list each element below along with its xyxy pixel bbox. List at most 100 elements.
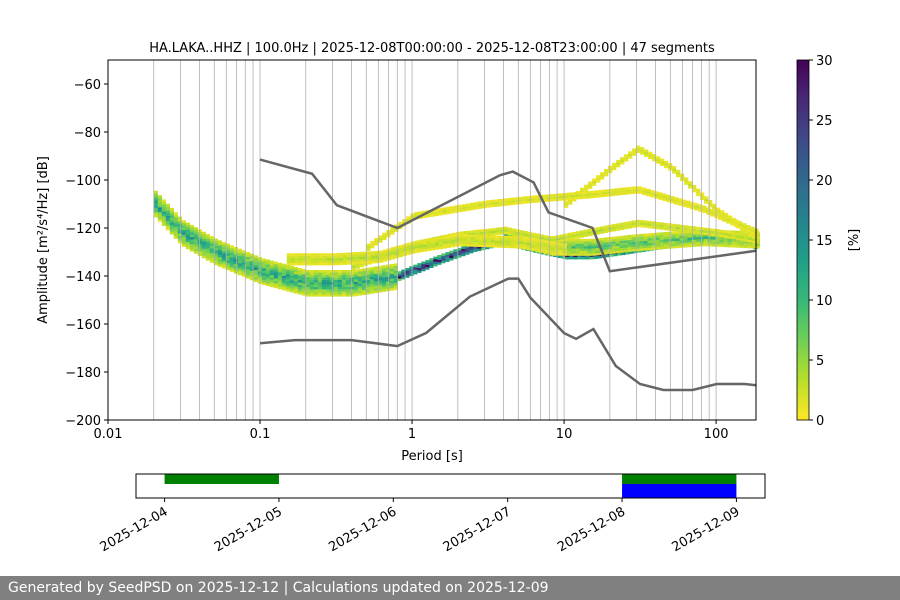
histogram-cell [378, 237, 383, 241]
histogram-cell [747, 243, 752, 246]
histogram-cell [650, 194, 655, 198]
histogram-cell [273, 273, 278, 277]
histogram-cell [377, 265, 382, 269]
histogram-cell [273, 266, 278, 269]
histogram-cell [441, 253, 446, 257]
histogram-cell [177, 223, 182, 227]
histogram-cell [317, 274, 322, 278]
histogram-cell [554, 193, 559, 197]
histogram-cell [221, 244, 226, 247]
histogram-cell [346, 262, 351, 265]
histogram-cell [434, 208, 439, 212]
histogram-cell [294, 255, 299, 259]
histogram-cell [522, 196, 527, 199]
histogram-cell [522, 237, 527, 240]
histogram-cell [221, 258, 226, 262]
histogram-cell [209, 248, 214, 251]
histogram-cell [674, 199, 679, 203]
histogram-cell [679, 233, 684, 236]
histogram-cell [534, 195, 539, 198]
histogram-cell [293, 271, 298, 275]
histogram-cell [731, 236, 736, 240]
histogram-cell [333, 272, 338, 275]
histogram-cell [735, 235, 740, 238]
histogram-cell [643, 220, 648, 223]
colorbar-segment [797, 108, 809, 112]
histogram-cell [341, 279, 346, 283]
histogram-cell [233, 263, 238, 267]
histogram-cell [293, 286, 298, 289]
histogram-cell [615, 223, 620, 226]
histogram-cell [458, 243, 463, 247]
histogram-cell [181, 237, 186, 240]
histogram-cell [290, 253, 295, 256]
histogram-cell [470, 205, 475, 208]
histogram-cell [313, 284, 318, 287]
histogram-cell [675, 243, 680, 246]
histogram-cell [337, 272, 342, 275]
histogram-cell [245, 266, 250, 269]
histogram-cell [317, 282, 322, 285]
histogram-cell [294, 262, 299, 266]
histogram-cell [579, 246, 584, 249]
histogram-cell [635, 243, 640, 247]
colorbar-segment [797, 402, 809, 406]
histogram-cell [688, 183, 693, 187]
histogram-cell [743, 234, 748, 237]
histogram-cell [302, 255, 307, 259]
histogram-cell [639, 245, 644, 249]
histogram-cell [341, 277, 346, 280]
timeline-tick-label: 2025-12-05 [212, 504, 285, 555]
histogram-cell [599, 240, 604, 243]
histogram-cell [571, 232, 576, 235]
histogram-cell [453, 256, 458, 259]
histogram-cell [539, 234, 544, 237]
histogram-cell [157, 195, 162, 198]
histogram-cell [165, 203, 170, 207]
histogram-cell [663, 246, 668, 249]
histogram-cell [617, 253, 622, 256]
histogram-cell [359, 264, 364, 268]
histogram-cell [638, 191, 643, 194]
histogram-cell [225, 243, 230, 247]
colorbar-segment [797, 333, 809, 337]
histogram-cell [647, 240, 652, 243]
histogram-cell [309, 279, 314, 283]
grid-lines [107, 60, 717, 420]
histogram-cell [523, 231, 528, 234]
histogram-cell [695, 239, 700, 242]
histogram-cell [663, 225, 668, 228]
histogram-cell [462, 236, 467, 240]
histogram-cell [599, 231, 604, 234]
histogram-cell [674, 202, 679, 205]
histogram-cell [385, 269, 390, 272]
histogram-cell [747, 237, 752, 240]
histogram-cell [597, 255, 602, 259]
histogram-cell [522, 201, 527, 204]
histogram-cell [281, 268, 286, 272]
colorbar-segment [797, 114, 809, 118]
colorbar-segment [797, 75, 809, 79]
histogram-cell [739, 233, 744, 236]
histogram-cell [217, 264, 222, 267]
histogram-cell [755, 246, 760, 249]
y-tick-label: −140 [65, 270, 101, 285]
histogram-cell [632, 148, 637, 151]
histogram-cell [727, 240, 732, 243]
histogram-cell [370, 258, 375, 261]
histogram-cell [337, 279, 342, 283]
histogram-cell [630, 191, 635, 195]
histogram-cell [169, 222, 174, 225]
histogram-cell [345, 286, 350, 290]
histogram-cell [600, 176, 605, 180]
histogram-cell [290, 260, 295, 263]
histogram-cell [414, 248, 419, 251]
histogram-cell [406, 218, 411, 222]
histogram-cell [518, 238, 523, 242]
histogram-cell [506, 238, 511, 241]
histogram-cell [333, 286, 338, 290]
histogram-cell [675, 240, 680, 244]
histogram-cell [743, 239, 748, 242]
histogram-cell [338, 260, 343, 263]
histogram-cell [286, 260, 291, 263]
